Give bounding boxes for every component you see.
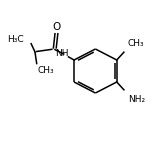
Text: CH₃: CH₃ — [128, 39, 145, 48]
Text: NH₂: NH₂ — [128, 95, 145, 104]
Text: CH₃: CH₃ — [38, 66, 54, 75]
Text: H₃C: H₃C — [7, 35, 24, 44]
Text: NH: NH — [55, 49, 69, 58]
Text: O: O — [52, 22, 61, 32]
